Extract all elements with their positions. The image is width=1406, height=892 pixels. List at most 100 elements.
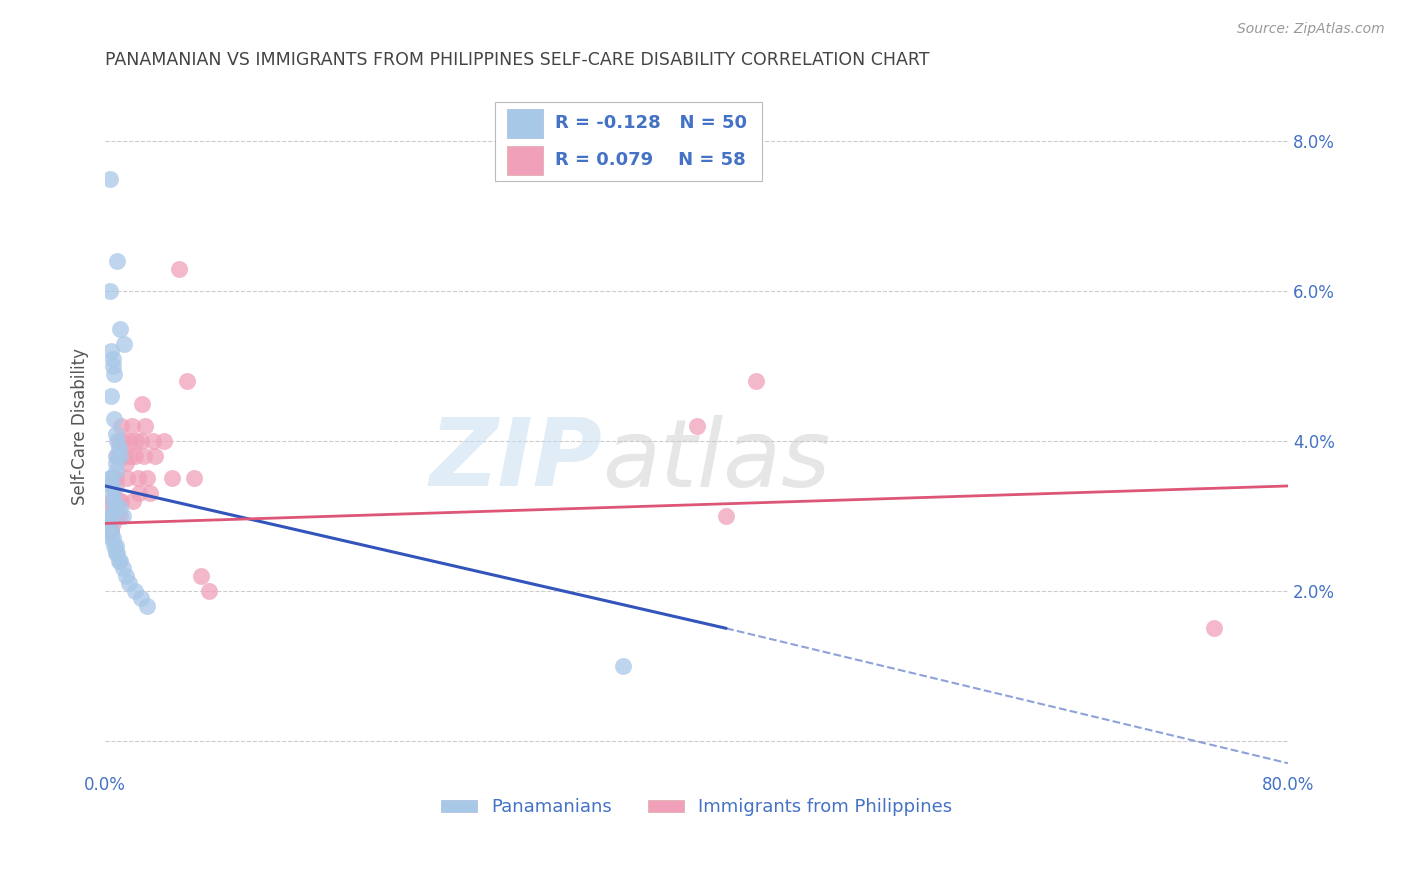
Point — [100, 532, 122, 546]
Point — [101, 508, 124, 523]
Point — [127, 471, 149, 485]
Point — [111, 561, 134, 575]
Point — [98, 471, 121, 485]
Point — [98, 508, 121, 523]
Point — [120, 449, 142, 463]
Point — [108, 501, 131, 516]
Point — [100, 471, 122, 485]
Point — [103, 411, 125, 425]
Y-axis label: Self-Care Disability: Self-Care Disability — [72, 348, 89, 505]
Point — [197, 583, 219, 598]
Point — [145, 449, 167, 463]
Text: ZIP: ZIP — [429, 415, 602, 507]
Legend: Panamanians, Immigrants from Philippines: Panamanians, Immigrants from Philippines — [433, 791, 960, 823]
Point — [100, 524, 122, 538]
Point — [98, 284, 121, 298]
Point — [101, 486, 124, 500]
Point — [118, 576, 141, 591]
Text: PANAMANIAN VS IMMIGRANTS FROM PHILIPPINES SELF-CARE DISABILITY CORRELATION CHART: PANAMANIAN VS IMMIGRANTS FROM PHILIPPINE… — [105, 51, 929, 69]
Point — [107, 554, 129, 568]
Point — [107, 494, 129, 508]
Point — [100, 524, 122, 538]
Point — [103, 471, 125, 485]
Point — [131, 396, 153, 410]
Point — [100, 508, 122, 523]
Point — [103, 508, 125, 523]
Point — [744, 374, 766, 388]
Point — [121, 419, 143, 434]
Point — [111, 434, 134, 448]
Point — [118, 434, 141, 448]
Point — [105, 508, 128, 523]
Point — [167, 261, 190, 276]
Point — [115, 569, 138, 583]
Point — [104, 471, 127, 485]
Point — [104, 546, 127, 560]
Point — [132, 449, 155, 463]
Point — [138, 486, 160, 500]
Point — [112, 336, 135, 351]
Point — [124, 583, 146, 598]
Point — [104, 449, 127, 463]
Point — [153, 434, 176, 448]
Point — [98, 516, 121, 531]
Point — [115, 457, 138, 471]
FancyBboxPatch shape — [508, 109, 543, 137]
Point — [98, 516, 121, 531]
Point — [685, 419, 707, 434]
Point — [111, 508, 134, 523]
Point — [104, 464, 127, 478]
Point — [135, 599, 157, 613]
Point — [104, 539, 127, 553]
Point — [100, 389, 122, 403]
Point — [105, 449, 128, 463]
Point — [107, 442, 129, 456]
Point — [108, 449, 131, 463]
Point — [125, 434, 148, 448]
Point — [101, 501, 124, 516]
Point — [612, 658, 634, 673]
Point — [105, 434, 128, 448]
Point — [103, 494, 125, 508]
Point — [108, 321, 131, 335]
Point — [129, 434, 152, 448]
FancyBboxPatch shape — [508, 146, 543, 175]
Point — [104, 479, 127, 493]
Point — [101, 494, 124, 508]
Point — [98, 508, 121, 523]
Point — [141, 434, 163, 448]
Point — [104, 426, 127, 441]
Text: R = -0.128   N = 50: R = -0.128 N = 50 — [554, 114, 747, 132]
Point — [98, 508, 121, 523]
Point — [98, 524, 121, 538]
Point — [98, 508, 121, 523]
Point — [128, 486, 150, 500]
Point — [100, 524, 122, 538]
Point — [101, 479, 124, 493]
Point — [1202, 621, 1225, 635]
Point — [105, 254, 128, 268]
Point — [112, 449, 135, 463]
Point — [160, 471, 183, 485]
Point — [98, 524, 121, 538]
Point — [108, 508, 131, 523]
FancyBboxPatch shape — [495, 102, 762, 181]
Point — [110, 494, 132, 508]
Point — [714, 508, 737, 523]
Point — [129, 591, 152, 606]
Point — [98, 508, 121, 523]
Point — [103, 494, 125, 508]
Point — [104, 508, 127, 523]
Point — [135, 471, 157, 485]
Point — [104, 501, 127, 516]
Point — [103, 367, 125, 381]
Point — [101, 351, 124, 366]
Text: Source: ZipAtlas.com: Source: ZipAtlas.com — [1237, 22, 1385, 37]
Point — [183, 471, 205, 485]
Text: R = 0.079    N = 58: R = 0.079 N = 58 — [554, 152, 745, 169]
Point — [104, 457, 127, 471]
Point — [100, 344, 122, 359]
Point — [101, 494, 124, 508]
Text: atlas: atlas — [602, 415, 830, 506]
Point — [134, 419, 156, 434]
